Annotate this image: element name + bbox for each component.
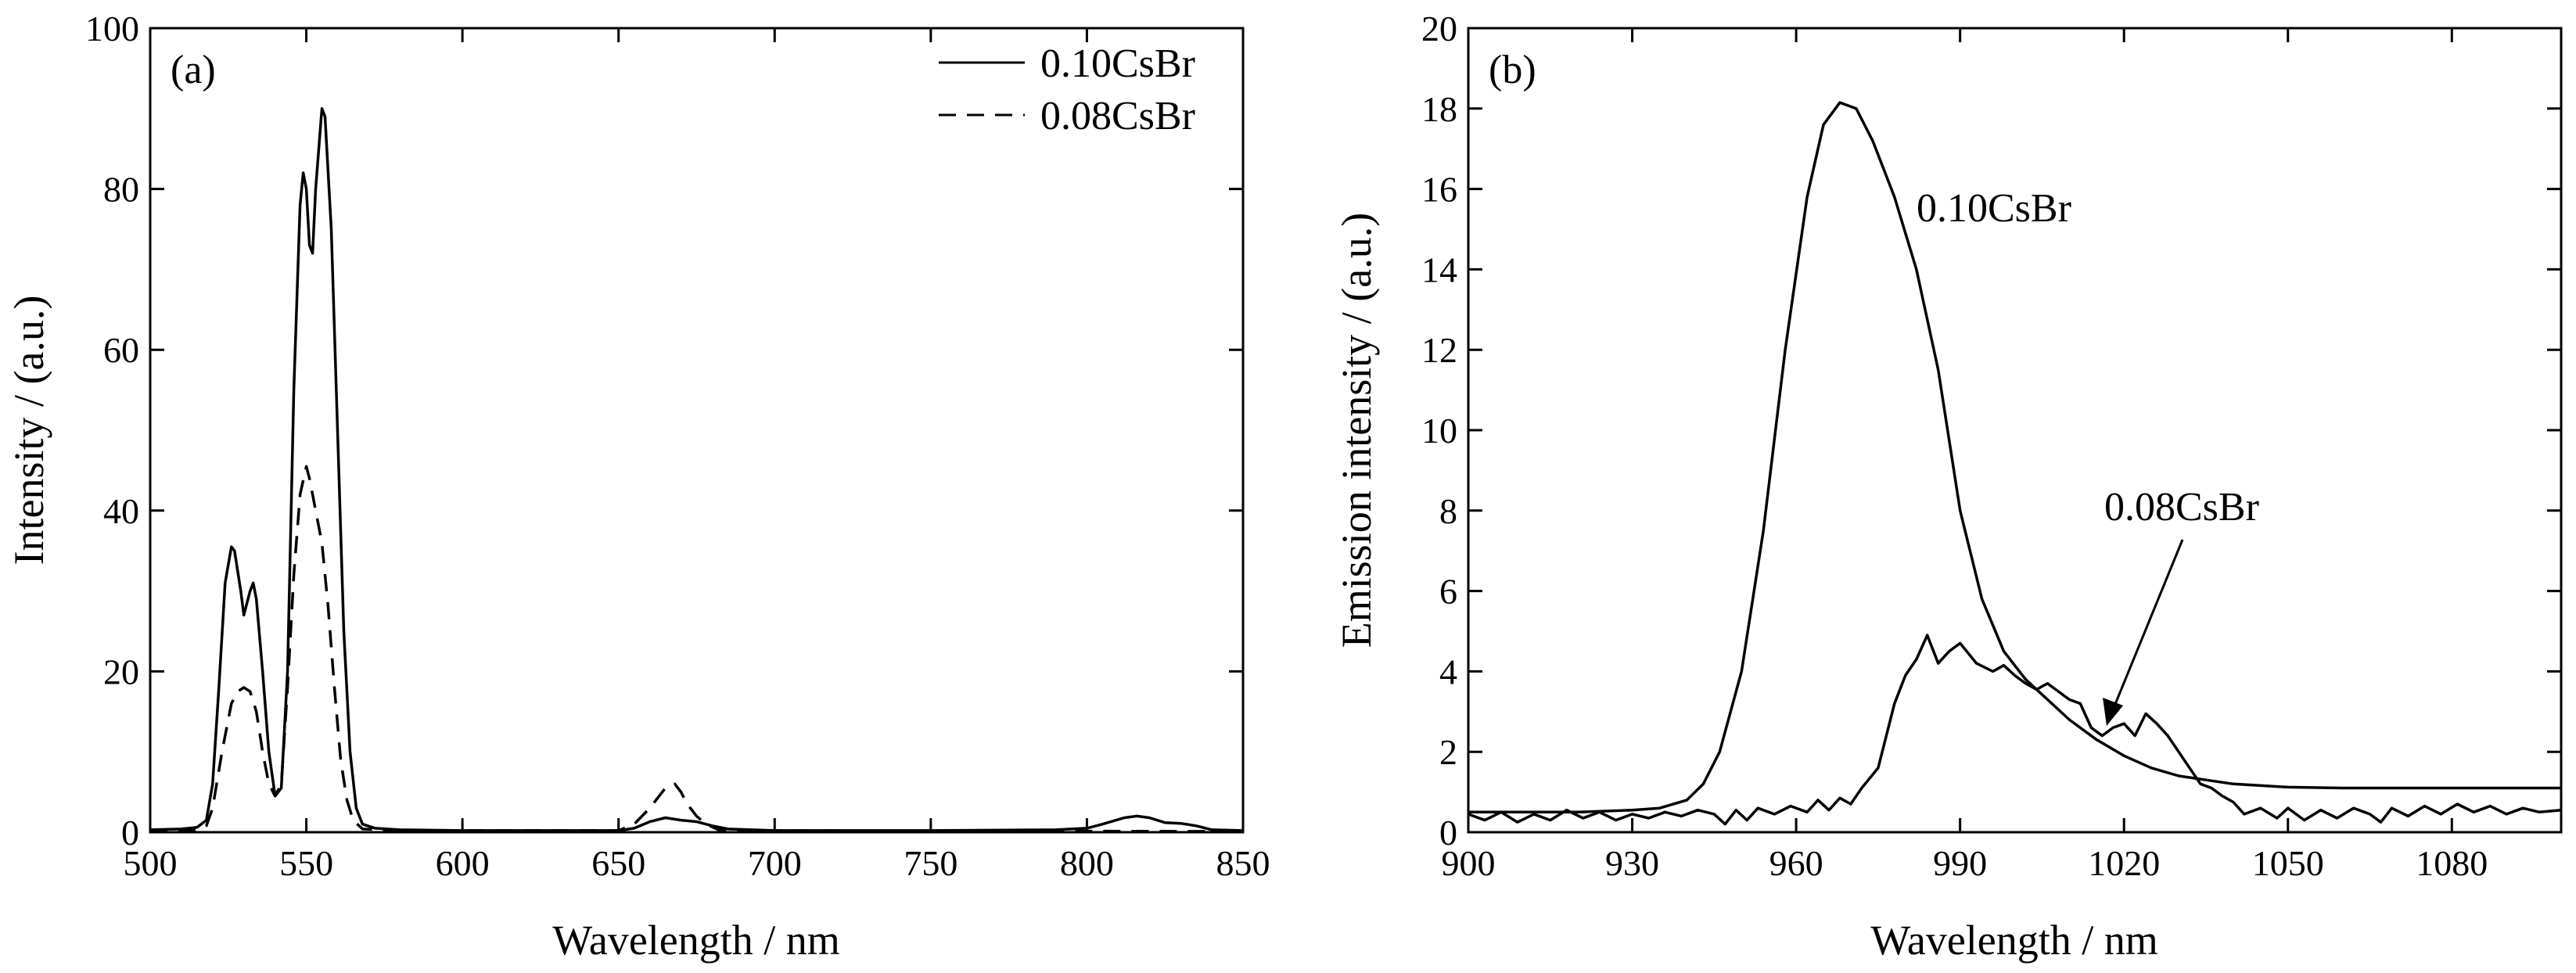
x-tick-label-b: 930 xyxy=(1605,843,1659,883)
x-tick-label-a: 700 xyxy=(748,843,802,883)
y-axis-title-a: Intensity / (a.u.) xyxy=(5,296,52,565)
x-tick-label-b: 900 xyxy=(1442,843,1496,883)
y-tick-label-b: 16 xyxy=(1421,170,1457,210)
series-b xyxy=(1468,101,2562,826)
y-tick-label-a: 40 xyxy=(103,491,139,531)
x-tick-label-a: 750 xyxy=(904,843,957,883)
legend-label-0.08CsBr: 0.08CsBr xyxy=(1040,94,1195,138)
x-axis-title-b: Wavelength / nm xyxy=(1870,917,2158,964)
y-tick-label-a: 60 xyxy=(103,330,139,370)
series-line-0.08CsBr-a xyxy=(149,465,1244,833)
y-tick-label-b: 12 xyxy=(1421,330,1457,370)
series-a xyxy=(149,107,1244,833)
x-tick-label-b: 1020 xyxy=(2088,843,2160,883)
annotation-0.08CsBr: 0.08CsBr xyxy=(2104,485,2259,530)
y-tick-label-b: 20 xyxy=(1421,9,1457,48)
plot-frame-a xyxy=(149,27,1245,834)
series-line-0.08CsBr-b xyxy=(1468,634,2562,826)
y-tick-label-a: 20 xyxy=(103,652,139,691)
panel-label-b: (b) xyxy=(1489,48,1536,92)
series-line-0.10CsBr-b xyxy=(1468,101,2561,814)
legend-label-0.10CsBr: 0.10CsBr xyxy=(1040,41,1195,86)
x-tick-label-b: 960 xyxy=(1769,843,1823,883)
x-tick-label-a: 800 xyxy=(1060,843,1114,883)
panel-label-a: (a) xyxy=(171,48,216,92)
legend-a: 0.10CsBr 0.08CsBr xyxy=(939,41,1195,138)
annotation-arrow xyxy=(2103,539,2184,726)
y-tick-label-b: 10 xyxy=(1421,411,1457,451)
y-tick-label-a: 80 xyxy=(103,170,139,210)
x-tick-label-b: 1050 xyxy=(2252,843,2324,883)
x-tick-label-a: 550 xyxy=(279,843,333,883)
chart-panel-a: 500 550 600 650 700 750 800 850 0 20 40 60 80 100 Wav… xyxy=(5,9,1270,964)
x-tick-label-a: 850 xyxy=(1216,843,1270,883)
y-tick-label-b: 2 xyxy=(1439,732,1457,772)
series-line-0.10CsBr-a xyxy=(149,107,1244,832)
ticks-b: 900 930 960 990 1020 1050 1080 0 2 4 6 8 10 12 14 16 18 2… xyxy=(1421,9,2561,883)
x-tick-label-a: 600 xyxy=(436,843,490,883)
y-tick-label-a: 100 xyxy=(85,9,139,48)
x-tick-label-a: 500 xyxy=(124,843,178,883)
chart-panel-b: 900 930 960 990 1020 1050 1080 0 2 4 6 8 10 12 14 16 18 2… xyxy=(1333,9,2563,964)
x-tick-label-a: 650 xyxy=(591,843,645,883)
x-tick-label-b: 990 xyxy=(1933,843,1987,883)
y-tick-label-b: 8 xyxy=(1439,491,1457,531)
y-axis-title-b: Emission intensity / (a.u.) xyxy=(1333,213,1380,648)
y-tick-label-b: 6 xyxy=(1439,572,1457,612)
plot-frame-b xyxy=(1467,27,2563,834)
annotation-0.10CsBr: 0.10CsBr xyxy=(1917,186,2071,231)
y-tick-label-b: 4 xyxy=(1439,652,1457,691)
x-tick-label-b: 1080 xyxy=(2416,843,2488,883)
ticks-a: 500 550 600 650 700 750 800 850 0 20 40 60 80 100 xyxy=(85,9,1270,883)
x-axis-title-a: Wavelength / nm xyxy=(552,917,840,964)
y-tick-label-a: 0 xyxy=(121,813,139,853)
y-tick-label-b: 18 xyxy=(1421,89,1457,129)
y-tick-label-b: 14 xyxy=(1421,250,1457,289)
y-tick-label-b: 0 xyxy=(1439,813,1457,853)
